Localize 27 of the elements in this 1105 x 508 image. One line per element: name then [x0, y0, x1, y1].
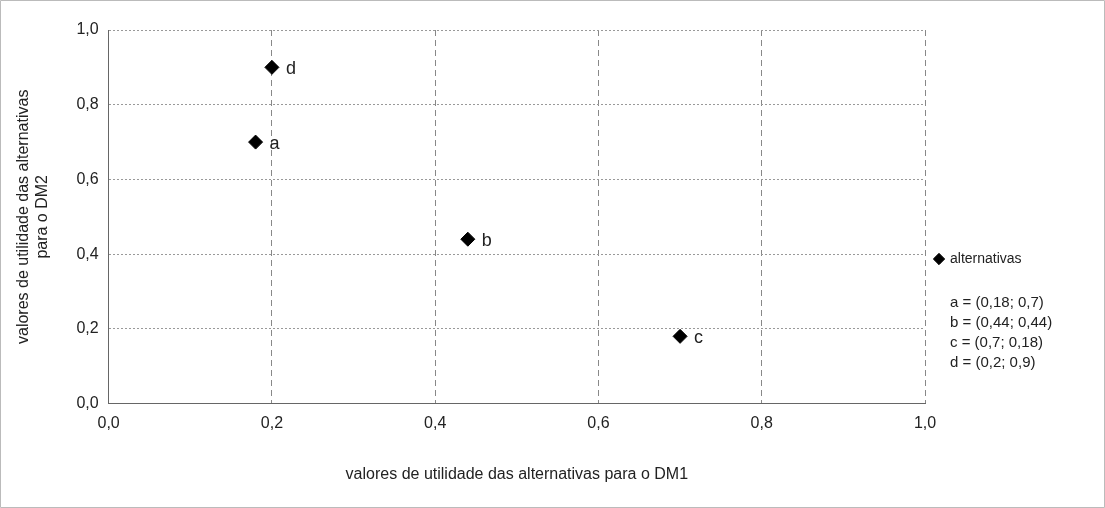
- y-tick-label: 0,0: [76, 394, 99, 412]
- text: a = (0,18; 0,7): [950, 292, 1045, 312]
- x-tick-label: 0,4: [424, 413, 447, 431]
- y-tick-label: 0,2: [76, 319, 99, 337]
- y-tick-label: 1,0: [76, 20, 99, 38]
- y-tick-label: 0,8: [76, 95, 99, 113]
- x-tick-label: 0,6: [587, 413, 610, 431]
- text: c = (0,7; 0,18): [950, 332, 1044, 352]
- text: d = (0,2; 0,9): [950, 352, 1037, 372]
- y-tick-label: 0,4: [76, 244, 99, 262]
- annotation: c: [694, 327, 704, 348]
- x-tick-label: 0,8: [750, 413, 773, 431]
- y-tick-label: 0,6: [76, 169, 99, 187]
- x-tick-label: 0,0: [97, 413, 120, 431]
- x-tick-label: 0,2: [260, 413, 284, 431]
- point: [460, 231, 476, 247]
- x-tick-label: 1,0: [913, 413, 937, 431]
- legend-label: alternativas: [950, 249, 1022, 266]
- point: [264, 59, 280, 75]
- annotation: a: [269, 133, 281, 154]
- x-axis-title: valores de utilidade das alternativas para o DM1: [345, 464, 689, 482]
- point: [248, 134, 264, 150]
- annotation: b: [481, 230, 492, 251]
- annotation: d: [285, 58, 296, 79]
- text: b = (0,44; 0,44): [950, 312, 1053, 332]
- point: [672, 328, 688, 344]
- y-axis-title: valores de utilidade das alternativas para o DM2: [14, 89, 51, 344]
